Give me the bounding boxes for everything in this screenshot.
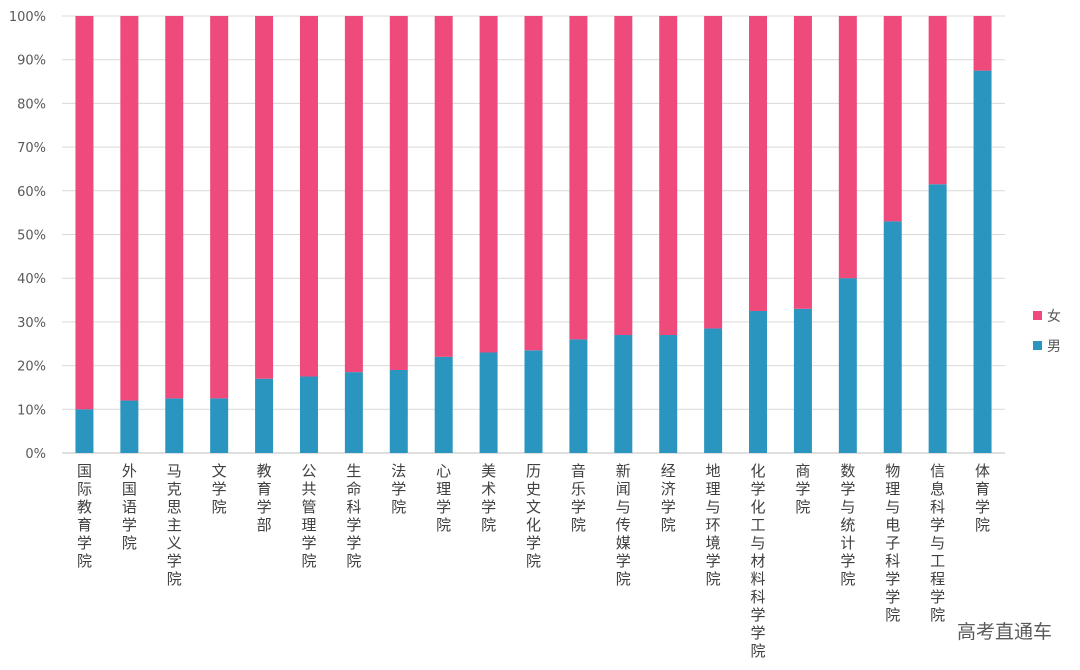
x-tick-label: 地理与环境学院 [706,462,721,588]
bar-male [75,409,94,453]
x-tick-label: 文学院 [212,462,227,516]
bar-male [569,339,588,453]
bar-female [120,16,139,401]
x-tick-label: 公共管理学院 [301,462,316,570]
x-tick-label: 经济学院 [661,462,676,534]
x-tick-label: 美术学院 [481,462,496,534]
legend-swatch [1033,341,1042,350]
bar-female [434,16,453,357]
bar-female [299,16,318,377]
x-tick-label: 国际教育学院 [77,462,92,570]
bar-female [165,16,184,399]
bar-male [793,308,812,453]
bar-male [255,378,274,453]
bar-female [659,16,678,336]
bar-male [299,376,318,453]
x-tick-label: 历史文化学院 [526,462,541,570]
x-tick-label: 外国语学院 [122,462,137,552]
y-tick-label: 0% [25,447,46,462]
x-tick-label: 商学院 [795,462,810,516]
bar-male [524,350,543,453]
x-tick-label: 新闻与传媒学院 [616,462,631,588]
y-tick-label: 40% [17,272,46,287]
y-tick-label: 80% [17,97,46,112]
bar-male [120,400,139,453]
bar-female [344,16,363,373]
bar-female [569,16,588,340]
bar-male [389,369,408,453]
bar-male [928,184,947,453]
bar-male [838,278,857,453]
bar-male [883,221,902,453]
bar-male [659,335,678,453]
x-tick-label: 化学化工与材料科学学院 [751,462,766,660]
y-tick-label: 60% [17,185,46,200]
bar-female [749,16,768,311]
x-tick-label: 数学与统计学院 [840,462,855,588]
watermark: 高考直通车 [956,621,1052,643]
bar-male [434,356,453,453]
x-tick-label: 心理学院 [436,462,451,534]
bar-female [524,16,543,351]
x-tick-label: 音乐学院 [571,462,586,534]
bar-male [210,398,229,453]
x-tick-label: 生命科学学院 [346,462,361,570]
bar-male [973,70,992,453]
bar-male [344,372,363,453]
bar-female [838,16,857,279]
y-tick-label: 10% [17,403,46,418]
bar-female [75,16,94,410]
bar-male [749,310,768,453]
bar-female [255,16,274,379]
bar-female [928,16,947,185]
bar-female [704,16,723,329]
y-tick-label: 30% [17,316,46,331]
bar-female [389,16,408,370]
bar-female [883,16,902,222]
bar-female [973,16,992,71]
bar-female [210,16,229,399]
bar-female [479,16,498,353]
x-tick-label: 物理与电子科学学院 [885,462,900,624]
y-tick-label: 50% [17,229,46,244]
legend-swatch [1033,311,1042,320]
x-tick-label: 体育学院 [975,462,990,534]
x-tick-label: 教育学部 [257,462,272,534]
bar-male [704,328,723,453]
bar-male [165,398,184,453]
x-tick-label: 法学院 [391,462,406,516]
y-tick-label: 90% [17,54,46,69]
bar-female [614,16,633,336]
x-tick-label: 马克思主义学院 [167,462,182,588]
y-tick-label: 100% [9,10,46,25]
bar-male [479,352,498,453]
legend-label: 女 [1047,308,1061,325]
legend-label: 男 [1047,339,1061,355]
y-tick-label: 20% [17,360,46,375]
x-tick-label: 信息科学与工程学院 [930,462,945,624]
y-tick-label: 70% [17,141,46,156]
bar-female [793,16,812,309]
bar-male [614,335,633,453]
